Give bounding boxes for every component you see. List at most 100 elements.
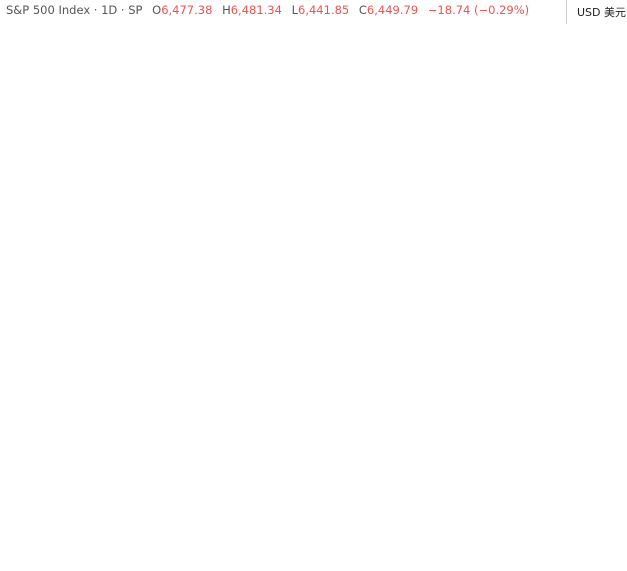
- candle-body: [477, 288, 480, 321]
- candle: [449, 239, 453, 266]
- candle: [325, 369, 328, 392]
- candle: [546, 205, 549, 248]
- candle-body: [7, 136, 11, 162]
- candle: [177, 66, 180, 80]
- candle-body: [239, 252, 242, 261]
- candle: [259, 332, 263, 362]
- candle: [187, 144, 190, 158]
- candle-body: [446, 243, 449, 260]
- candle: [290, 331, 294, 344]
- candle: [497, 300, 501, 313]
- candle: [480, 276, 484, 327]
- candle-body: [380, 247, 384, 359]
- y-tick-label: 3,600.00: [576, 433, 625, 446]
- candle: [339, 289, 342, 345]
- candle: [49, 266, 52, 281]
- candle: [356, 289, 359, 306]
- candle-body: [277, 375, 280, 418]
- candle-body: [501, 309, 504, 319]
- candle: [235, 136, 239, 294]
- candle-body: [252, 277, 256, 302]
- candle: [166, 60, 170, 78]
- candle-body: [114, 242, 118, 245]
- candle-body: [497, 305, 501, 310]
- candle: [280, 407, 284, 456]
- candle: [221, 219, 225, 283]
- candle-body: [28, 336, 32, 404]
- candle-body: [87, 321, 90, 331]
- candle-body: [435, 184, 439, 225]
- candle: [111, 221, 115, 249]
- candle: [114, 238, 118, 250]
- candle-body: [263, 354, 266, 390]
- candle-body: [339, 299, 342, 334]
- candle: [263, 341, 266, 400]
- candle-body: [508, 302, 511, 327]
- candle: [508, 298, 511, 331]
- candle: [232, 160, 235, 192]
- candle-body: [421, 243, 425, 247]
- candle: [80, 271, 83, 311]
- currency-selector[interactable]: USD 美元: [566, 0, 627, 24]
- candle-body: [463, 225, 466, 280]
- candle: [390, 222, 394, 254]
- candle-body: [411, 209, 415, 223]
- candle: [4, 129, 8, 165]
- candle: [404, 240, 408, 253]
- candle-body: [432, 182, 435, 185]
- candle: [321, 367, 325, 406]
- y-tick-label: 4,100.00: [576, 164, 625, 177]
- x-tick-label: Jul: [57, 551, 71, 564]
- candle: [249, 275, 253, 295]
- candle-body: [287, 336, 290, 398]
- candle-body: [166, 63, 170, 73]
- candle: [35, 339, 39, 419]
- candle-body: [453, 228, 456, 260]
- candle-body: [4, 136, 8, 159]
- candle-body: [415, 209, 418, 211]
- candle-body: [211, 242, 215, 248]
- y-tick-label: 4,000.00: [576, 218, 625, 231]
- candle-body: [428, 180, 432, 183]
- candle-body: [173, 59, 177, 77]
- candle-body: [408, 222, 411, 251]
- candle-body: [553, 214, 556, 216]
- candle: [366, 337, 370, 383]
- candle-body: [470, 303, 473, 323]
- candle-body: [370, 327, 373, 348]
- candle-body: [73, 275, 77, 308]
- candle: [283, 388, 287, 456]
- x-tick-label: Nov: [347, 551, 369, 564]
- candle: [173, 55, 177, 83]
- y-tick-label: 4,300.00: [576, 56, 625, 69]
- candle: [190, 145, 194, 160]
- candle: [252, 270, 256, 310]
- candle: [52, 267, 56, 338]
- candle: [66, 309, 70, 321]
- x-tick-label: Sep: [202, 551, 223, 564]
- candle: [145, 140, 149, 148]
- candle-body: [208, 231, 211, 248]
- candle-body: [139, 140, 142, 175]
- candle-body: [394, 228, 397, 246]
- candle: [45, 252, 49, 356]
- candle-body: [390, 228, 394, 247]
- candle-body: [328, 388, 332, 405]
- candle-body: [273, 375, 277, 414]
- candle: [418, 197, 422, 253]
- candle: [121, 198, 125, 289]
- candle-body: [156, 110, 159, 158]
- candle-body: [346, 315, 349, 328]
- candle-body: [187, 149, 190, 155]
- candle-body: [349, 277, 353, 328]
- candle-body: [83, 302, 87, 322]
- candle-body: [315, 402, 318, 449]
- candle: [490, 311, 494, 346]
- candle-body: [52, 277, 56, 321]
- candle: [463, 203, 466, 293]
- candle: [359, 280, 363, 366]
- candle-body: [177, 70, 180, 77]
- candle-body: [490, 315, 494, 341]
- candle-body: [556, 190, 560, 216]
